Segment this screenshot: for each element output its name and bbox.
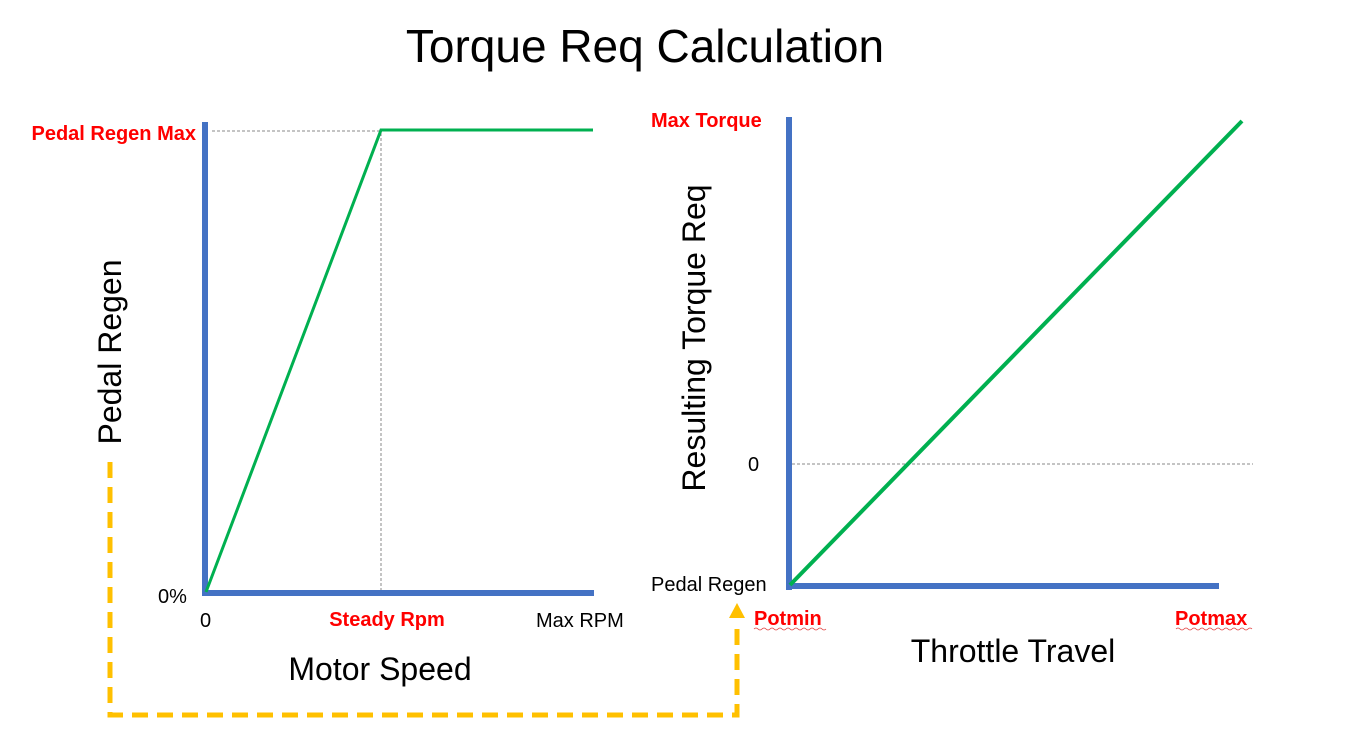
right-chart: Max Torque 0 Pedal Regen Potmin Potmax T… bbox=[651, 110, 1253, 669]
x-tick-max-rpm: Max RPM bbox=[536, 610, 624, 632]
zero-percent-label: 0% bbox=[158, 586, 187, 608]
x-tick-potmax: Potmax bbox=[1175, 608, 1247, 630]
right-y-axis-label: Resulting Torque Req bbox=[676, 184, 712, 491]
zero-label: 0 bbox=[748, 454, 759, 476]
left-chart: Pedal Regen Max 0% 0 Steady Rpm Max RPM … bbox=[31, 122, 624, 687]
spellcheck-underline bbox=[753, 627, 827, 631]
x-tick-steady-rpm: Steady Rpm bbox=[329, 609, 445, 631]
dashed-connector bbox=[107, 462, 740, 718]
left-x-axis-label: Motor Speed bbox=[288, 651, 471, 687]
pedal-regen-label: Pedal Regen bbox=[651, 574, 767, 596]
pedal-regen-max-label: Pedal Regen Max bbox=[31, 123, 196, 145]
max-torque-label: Max Torque bbox=[651, 110, 762, 132]
x-tick-zero: 0 bbox=[200, 610, 211, 632]
arrow-head-icon bbox=[729, 603, 745, 618]
left-y-axis-label: Pedal Regen bbox=[92, 259, 128, 444]
right-x-axis-label: Throttle Travel bbox=[911, 633, 1116, 669]
torque-req-line bbox=[788, 119, 1244, 587]
x-tick-potmin: Potmin bbox=[754, 608, 822, 630]
connector-arrow bbox=[107, 462, 745, 718]
diagram-title: Torque Req Calculation bbox=[406, 20, 884, 72]
pedal-regen-curve bbox=[204, 128, 593, 593]
spellcheck-underline bbox=[1175, 627, 1253, 631]
